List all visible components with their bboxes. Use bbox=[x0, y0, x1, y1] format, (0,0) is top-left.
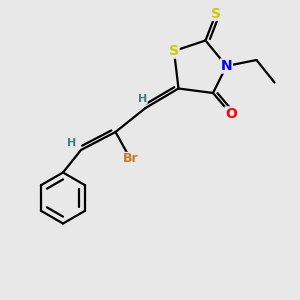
Text: Br: Br bbox=[123, 152, 138, 166]
Text: S: S bbox=[211, 7, 221, 20]
Text: O: O bbox=[225, 107, 237, 121]
Text: H: H bbox=[138, 94, 147, 104]
Text: S: S bbox=[169, 44, 179, 58]
Text: N: N bbox=[221, 59, 232, 73]
Text: H: H bbox=[68, 137, 76, 148]
